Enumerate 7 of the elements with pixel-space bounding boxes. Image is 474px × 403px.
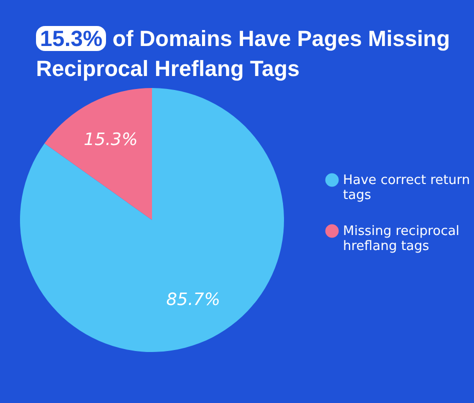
data-label: 85.7%: [166, 290, 220, 310]
legend-label: Have correct return tags: [343, 173, 470, 203]
pie-slice: [20, 88, 284, 352]
pie-slice: [44, 88, 152, 220]
data-label: 15.3%: [84, 130, 138, 150]
legend-label: Missing reciprocal hreflang tags: [343, 224, 460, 254]
chart-title: 15.3% of Domains Have Pages Missing Reciprocal Hreflang Tags: [36, 25, 451, 83]
